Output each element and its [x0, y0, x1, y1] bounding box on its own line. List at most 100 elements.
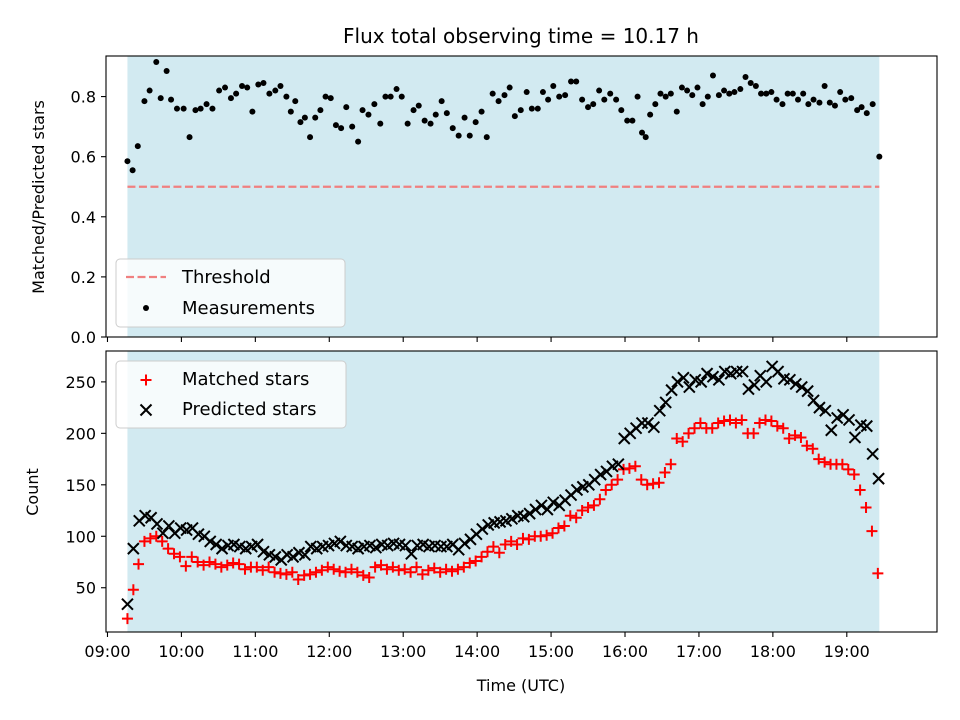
measurement-point — [810, 96, 817, 103]
measurement-point — [539, 89, 546, 96]
matched-star-point — [872, 567, 884, 579]
matched-star-point — [499, 539, 511, 551]
bottom-y-tick-label: 200 — [65, 424, 96, 443]
top-y-tick-label: 0.8 — [71, 88, 96, 107]
matched-star-point — [251, 561, 263, 573]
measurement-point — [795, 96, 802, 103]
predicted-star-point — [209, 538, 223, 551]
measurement-point — [634, 93, 641, 100]
measurement-point — [768, 89, 775, 96]
measurement-point — [415, 102, 422, 109]
matched-star-point — [209, 558, 221, 570]
matched-star-point — [369, 561, 381, 573]
matched-star-point — [186, 551, 198, 563]
matched-star-point — [736, 414, 748, 426]
predicted-star-point — [866, 447, 879, 461]
bottom-panel: 50 100 150 200 250 09:00 10:00 11:00 12:00 13:00 1… — [65, 350, 938, 661]
measurement-point — [427, 120, 434, 127]
top-y-tick-label: 0.4 — [71, 208, 96, 227]
top-y-axis-label: Matched/Predicted stars — [29, 100, 48, 294]
matched-star-point — [765, 415, 777, 427]
matched-star-point — [659, 466, 671, 478]
matched-star-point — [215, 561, 227, 573]
matched-star-point — [257, 564, 269, 576]
predicted-star-point — [547, 496, 560, 509]
measurement-point — [168, 96, 175, 103]
matched-star-point — [440, 563, 452, 575]
measurement-point — [837, 89, 844, 96]
matched-star-point — [446, 565, 458, 577]
measurement-point — [387, 93, 394, 100]
matched-star-point — [476, 551, 488, 563]
matched-star-point — [133, 558, 145, 570]
measurement-point — [222, 84, 229, 91]
measurement-point — [297, 119, 304, 126]
bottom-y-tick-label: 250 — [65, 373, 96, 392]
matched-star-point — [547, 527, 559, 539]
measurement-point — [244, 84, 251, 91]
measurement-point — [292, 98, 299, 105]
matched-star-point — [712, 417, 724, 429]
chart-title: Flux total observing time = 10.17 h — [343, 24, 699, 48]
predicted-star-point — [121, 598, 134, 611]
matched-star-point — [180, 560, 192, 572]
matched-star-point — [689, 422, 700, 434]
matched-star-point — [588, 499, 600, 511]
matched-star-point — [322, 561, 334, 573]
matched-star-point — [481, 546, 493, 558]
measurement-point — [773, 96, 780, 103]
predicted-star-point — [825, 424, 838, 437]
measurement-point — [550, 83, 557, 90]
measurement-point — [287, 108, 294, 115]
bottom-y-axis-label: Count — [23, 468, 42, 516]
matched-star-point — [606, 479, 618, 491]
predicted-star-point — [842, 413, 856, 427]
matched-star-point — [771, 420, 783, 432]
matched-star-point — [174, 551, 186, 563]
predicted-star-point — [848, 431, 862, 444]
matched-star-point — [748, 427, 760, 439]
measurement-point — [478, 108, 485, 115]
predicted-star-point — [760, 375, 773, 389]
top-legend: Threshold Measurements — [115, 258, 346, 328]
matched-star-point — [416, 568, 428, 580]
predicted-star-point — [860, 419, 873, 433]
measurement-point — [684, 87, 691, 94]
measurement-point — [585, 104, 592, 111]
x-tick-label: 11:00 — [232, 642, 278, 661]
measurement-point — [421, 117, 428, 124]
measurement-point — [779, 101, 786, 108]
predicted-star-point — [127, 542, 140, 555]
top-y-tick-label: 0.2 — [71, 268, 96, 287]
predicted-star-point — [529, 503, 542, 516]
predicted-star-point — [612, 458, 625, 471]
matched-star-point — [422, 564, 434, 576]
measurement-point — [312, 114, 319, 121]
matched-star-point — [866, 525, 878, 537]
measurement-point — [186, 134, 193, 141]
matched-star-point — [316, 564, 328, 576]
measurement-point — [534, 105, 541, 112]
x-tick-label: 17:00 — [676, 642, 722, 661]
measurement-point — [652, 101, 659, 108]
x-tick-label: 16:00 — [602, 642, 648, 661]
matched-star-point — [795, 431, 807, 443]
x-axis-label: Time (UTC) — [476, 676, 565, 695]
measurement-point — [209, 105, 216, 112]
matched-star-point — [535, 530, 547, 542]
predicted-star-point — [665, 383, 678, 397]
measurement-point — [180, 105, 187, 112]
measurement-point — [163, 68, 170, 75]
measurement-point — [332, 122, 339, 129]
bottom-y-tick-label: 150 — [65, 476, 96, 495]
matched-star-point — [653, 477, 665, 489]
measurement-point — [731, 89, 738, 96]
measurement-point — [737, 86, 744, 93]
matched-star-point — [842, 463, 854, 475]
measurement-point — [393, 86, 400, 93]
measurement-point — [747, 80, 754, 87]
matched-star-point — [345, 563, 357, 575]
measurement-point — [443, 110, 450, 117]
matched-star-point — [393, 564, 405, 576]
bottom-legend: Matched stars Predicted stars — [115, 360, 347, 429]
